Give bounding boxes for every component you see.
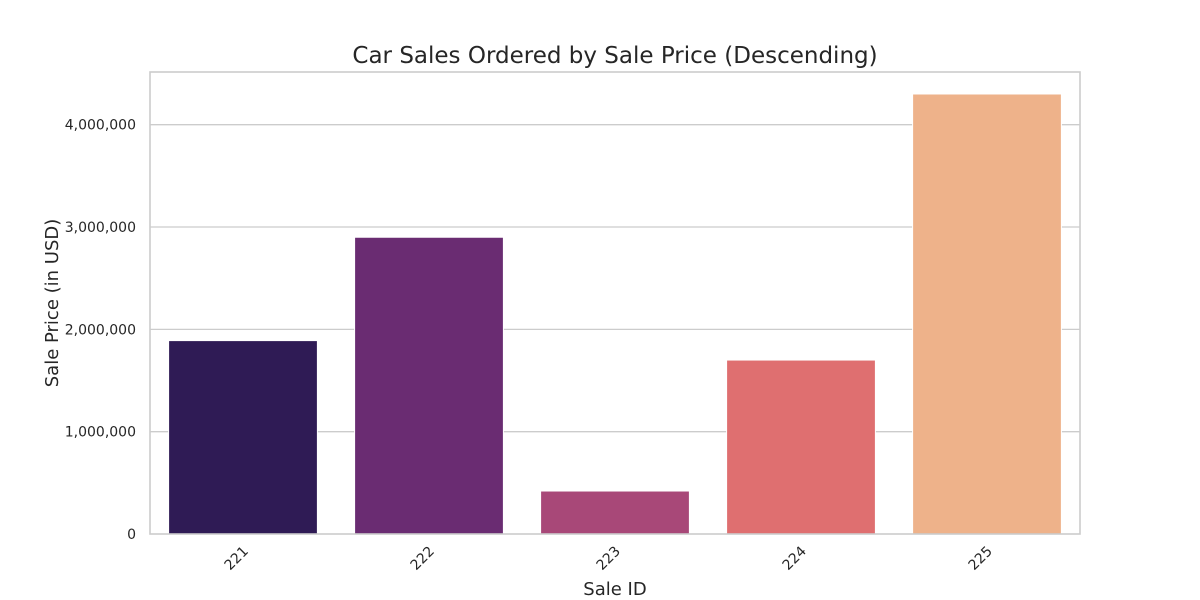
chart-title: Car Sales Ordered by Sale Price (Descend… bbox=[352, 43, 877, 69]
y-tick-label: 2,000,000 bbox=[65, 322, 136, 338]
y-tick-label: 0 bbox=[127, 527, 136, 543]
bar-225 bbox=[912, 93, 1062, 535]
bar-222 bbox=[354, 236, 504, 535]
y-axis-label: Sale Price (in USD) bbox=[42, 219, 63, 388]
x-tick-label: 222 bbox=[408, 544, 438, 574]
x-tick-label: 224 bbox=[780, 543, 810, 573]
bar-221 bbox=[168, 340, 318, 535]
y-tick-label: 3,000,000 bbox=[65, 220, 136, 236]
y-axis-ticks: 0 1,000,000 2,000,000 3,000,000 4,000,000 bbox=[65, 118, 136, 543]
bar-223 bbox=[540, 490, 690, 535]
x-axis-ticks: 221 222 223 224 225 bbox=[222, 543, 996, 573]
y-tick-label: 4,000,000 bbox=[65, 118, 136, 134]
x-axis-label: Sale ID bbox=[583, 579, 646, 600]
x-tick-label: 223 bbox=[594, 544, 624, 574]
y-tick-label: 1,000,000 bbox=[65, 425, 136, 441]
x-tick-label: 221 bbox=[222, 544, 252, 574]
bar-224 bbox=[726, 359, 876, 535]
bars bbox=[168, 93, 1062, 535]
plot-frame bbox=[149, 71, 1081, 535]
x-tick-label: 225 bbox=[966, 544, 996, 574]
